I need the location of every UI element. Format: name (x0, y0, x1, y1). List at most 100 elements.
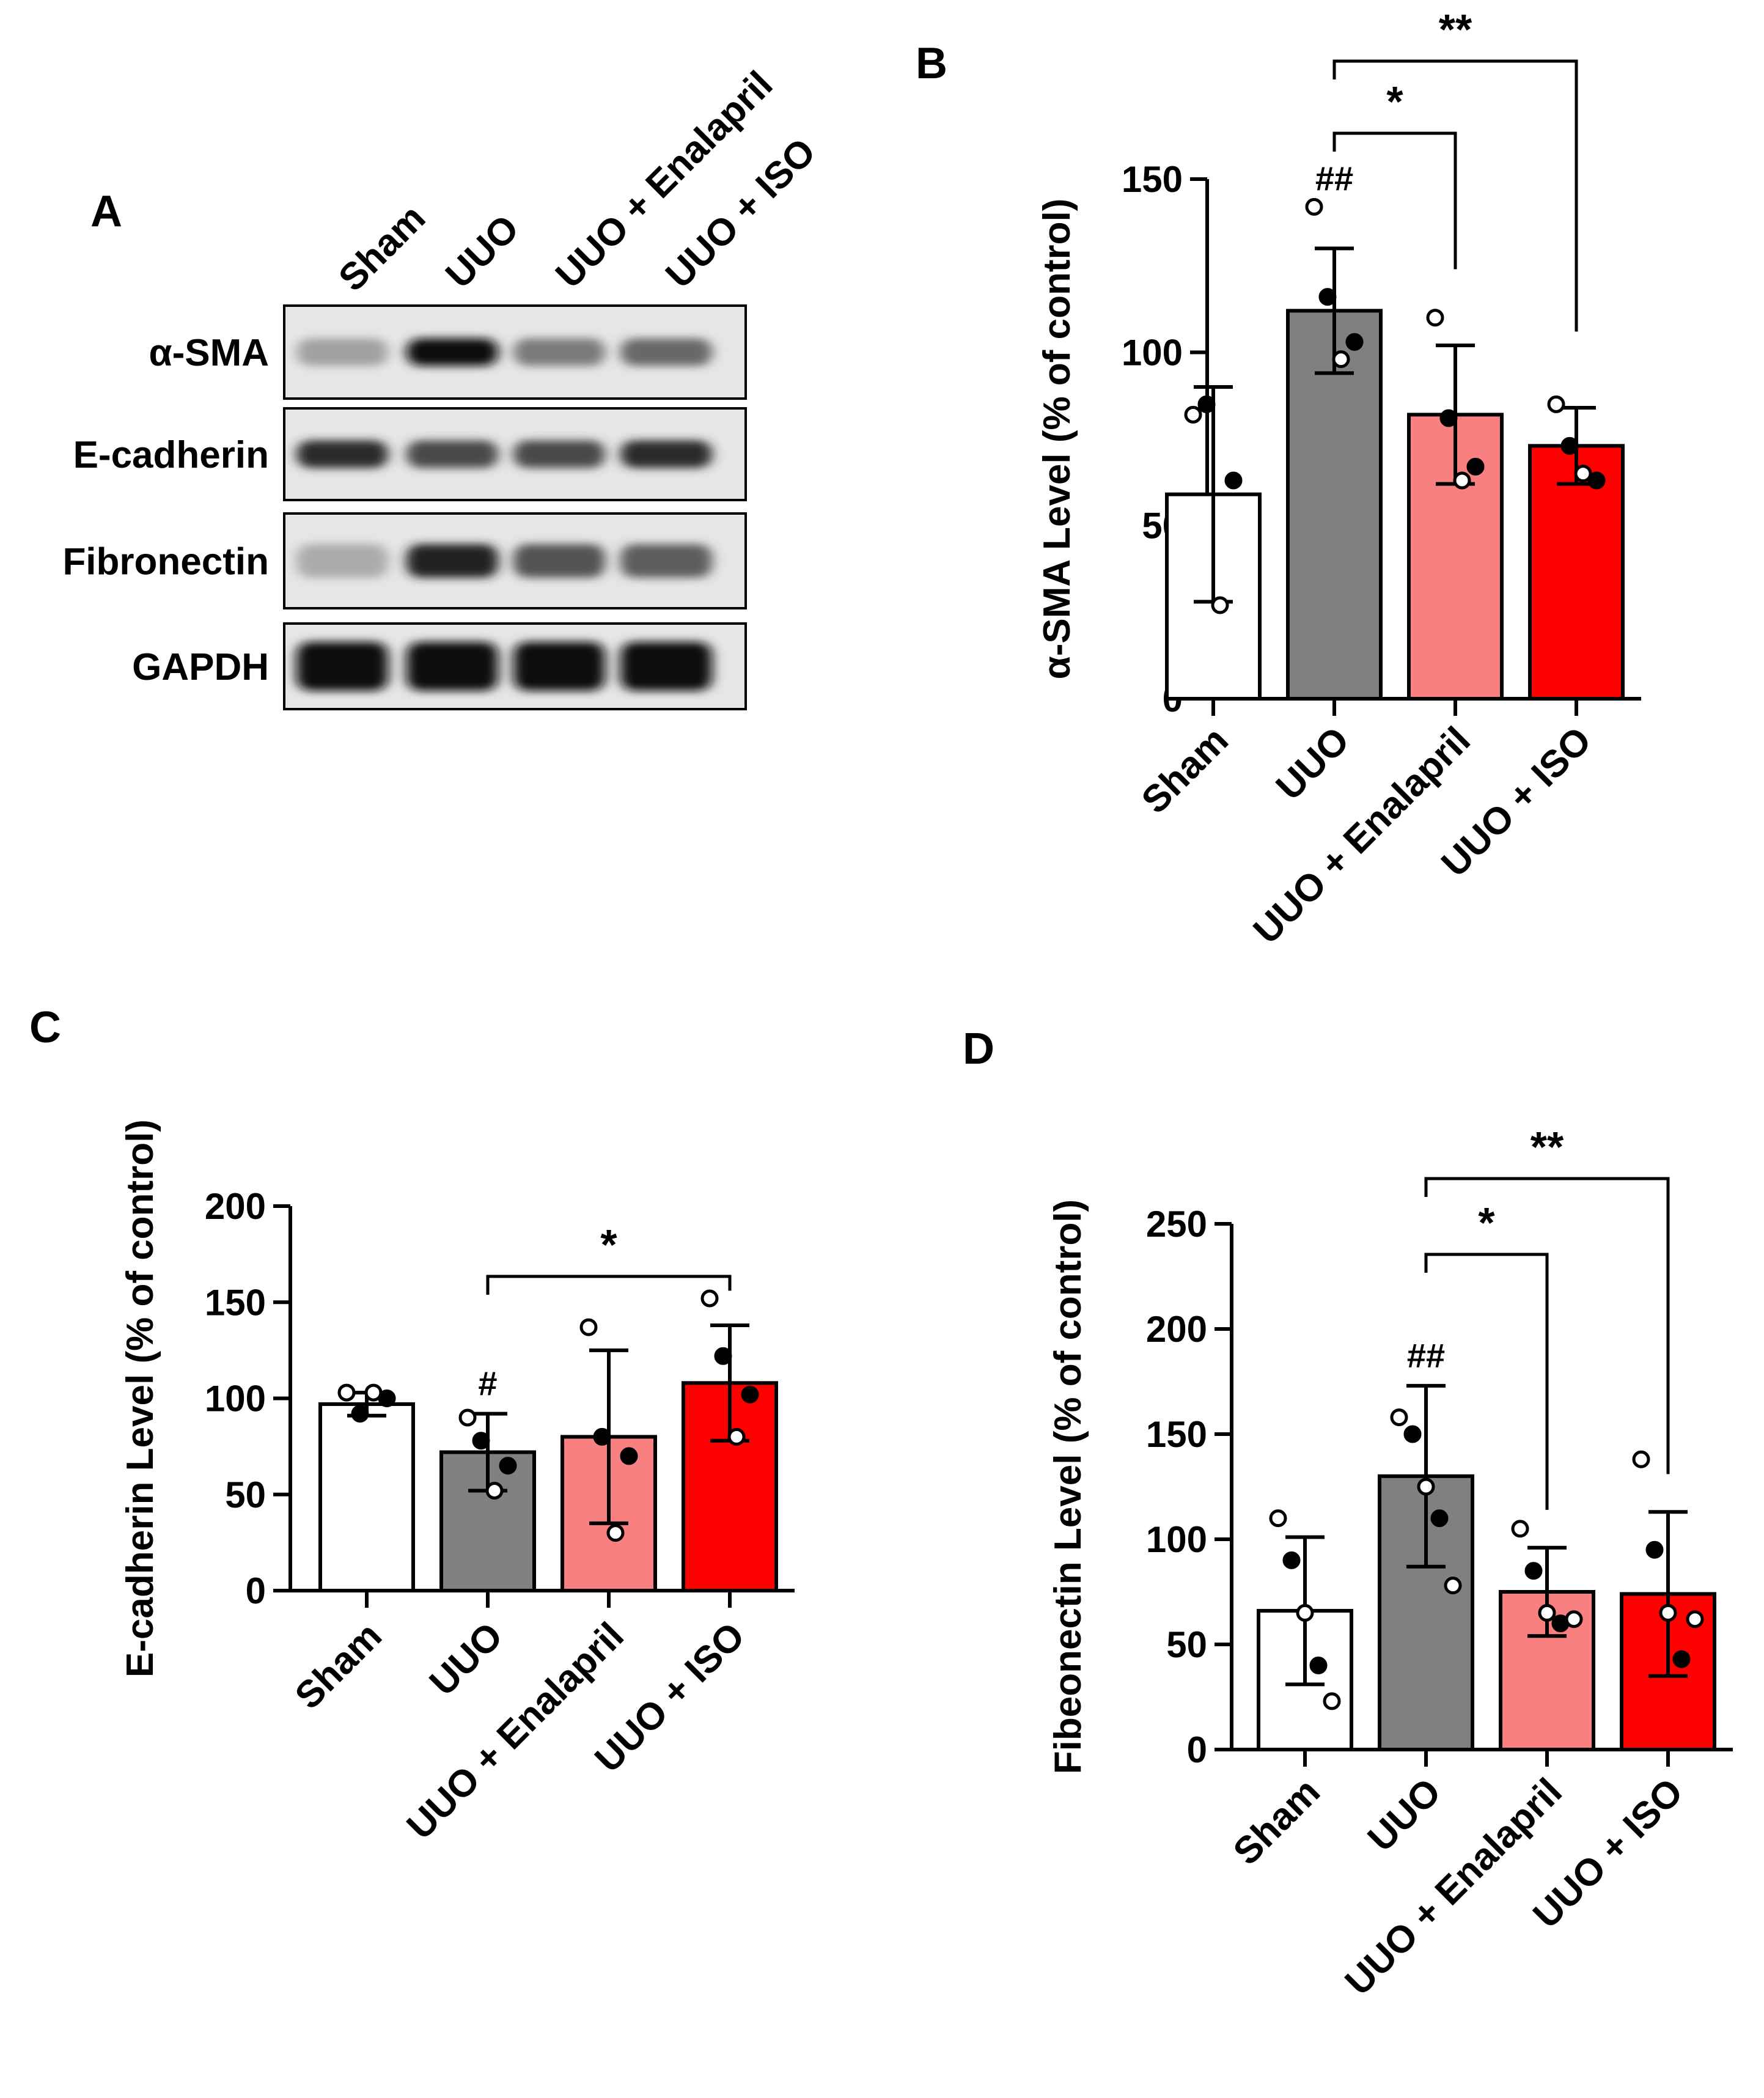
y-tick-label: 100 (205, 1378, 266, 1419)
y-tick-label: 150 (1122, 159, 1183, 200)
chart-fibronectin: 0 50 100 150 200 250 Fibeonectin Level (% of c… (1047, 1123, 1733, 2003)
data-point (741, 1385, 759, 1404)
data-point (1587, 471, 1606, 490)
data-point (1538, 1603, 1556, 1622)
blot-band (513, 642, 605, 691)
data-point (727, 1427, 746, 1446)
data-point (1574, 465, 1592, 483)
data-point (1345, 333, 1364, 351)
data-point (1224, 471, 1243, 490)
blot-band (296, 642, 388, 691)
y-tick-label: 150 (1146, 1414, 1207, 1455)
blot-row-label: α-SMA (149, 332, 269, 374)
data-point (1296, 1603, 1314, 1622)
x-category-label: UUO + Enalapril (399, 1614, 632, 1847)
data-point (1439, 409, 1458, 427)
blot-band (620, 642, 712, 691)
data-point (1672, 1650, 1691, 1668)
data-point (1184, 405, 1202, 424)
panel-label-c: C (29, 1003, 61, 1052)
lane-label-uuo: UUO (438, 207, 527, 296)
data-point (620, 1447, 638, 1465)
blot-band (513, 544, 605, 578)
data-point (593, 1427, 611, 1446)
blot-band (406, 440, 498, 468)
x-category-label: Sham (287, 1614, 390, 1717)
significance-hash: ## (1407, 1336, 1445, 1375)
panel-label-b: B (916, 39, 947, 88)
significance-label: * (1478, 1199, 1495, 1246)
bar-uuo-enalapril (1499, 1590, 1595, 1751)
data-point (1524, 1562, 1543, 1580)
y-tick-label: 0 (1187, 1729, 1207, 1770)
significance-hash: # (478, 1364, 497, 1403)
y-tick-label: 150 (205, 1282, 266, 1323)
blot-band (296, 338, 388, 366)
blot-band (620, 544, 712, 578)
significance-hash: ## (1315, 159, 1353, 197)
data-point (1426, 309, 1444, 327)
data-point (1332, 350, 1350, 369)
data-point (1632, 1450, 1650, 1468)
x-category-label: Sham (1134, 719, 1237, 822)
blot-band (620, 338, 712, 366)
data-point (1269, 1509, 1287, 1528)
data-point (1197, 395, 1216, 413)
x-category-label: UUO (422, 1614, 511, 1704)
blot-band (513, 338, 605, 366)
y-tick-label: 250 (1146, 1204, 1207, 1245)
data-point (1645, 1540, 1664, 1559)
data-point (351, 1405, 369, 1423)
y-tick-label: 100 (1122, 332, 1183, 373)
data-point (1318, 288, 1337, 306)
significance-bracket (486, 1275, 732, 1295)
significance-label: * (600, 1221, 617, 1268)
y-tick-label: 0 (246, 1570, 266, 1611)
data-point (1560, 436, 1579, 455)
significance-bracket (1424, 1177, 1670, 1474)
data-point (1453, 471, 1471, 490)
blot-band (513, 440, 605, 468)
x-category-label: UUO (1268, 719, 1358, 808)
data-point (1430, 1509, 1449, 1528)
data-point (1390, 1408, 1408, 1426)
blot-band (406, 544, 498, 578)
panel-label-d: D (963, 1025, 994, 1073)
data-point (1466, 457, 1485, 476)
blot-band (406, 338, 498, 366)
data-point (714, 1347, 732, 1365)
significance-bracket (1332, 131, 1457, 270)
y-tick-label: 200 (205, 1186, 266, 1227)
bar-sham (318, 1402, 415, 1593)
data-point (1659, 1603, 1677, 1622)
data-point (1417, 1478, 1435, 1496)
x-category-label: UUO + Enalapril (1246, 719, 1479, 952)
data-point (1323, 1692, 1341, 1710)
blot-band (406, 642, 498, 691)
data-point (472, 1432, 490, 1450)
y-tick-label: 200 (1146, 1309, 1207, 1350)
data-point (378, 1389, 396, 1407)
y-axis-label: Fibeonectin Level (% of control) (1047, 1199, 1089, 1774)
y-tick-label: 50 (225, 1474, 266, 1515)
significance-label: * (1386, 78, 1403, 125)
data-point (485, 1481, 504, 1500)
data-point (1511, 1520, 1529, 1538)
chart-e-cadherin: 0 50 100 150 200 E-cadherin Level (% of contr… (119, 1119, 795, 1847)
y-tick-label: 100 (1146, 1519, 1207, 1560)
data-point (1565, 1610, 1583, 1629)
blot-row-label: Fibronectin (62, 541, 269, 583)
bar-uuo (1286, 309, 1383, 701)
chart-alpha-sma: 050100150α-SMA Level (% of control)Sham#… (1036, 6, 1641, 952)
y-axis-label: E-cadherin Level (% of control) (119, 1119, 161, 1677)
blot-row-label: GAPDH (132, 646, 269, 688)
data-point (1444, 1577, 1462, 1595)
data-point (1403, 1425, 1422, 1443)
significance-label: ** (1531, 1123, 1564, 1171)
data-point (1686, 1610, 1704, 1629)
data-point (1547, 395, 1565, 413)
significance-label: ** (1439, 6, 1472, 53)
x-category-label: UUO (1360, 1770, 1449, 1860)
data-point (606, 1524, 625, 1542)
